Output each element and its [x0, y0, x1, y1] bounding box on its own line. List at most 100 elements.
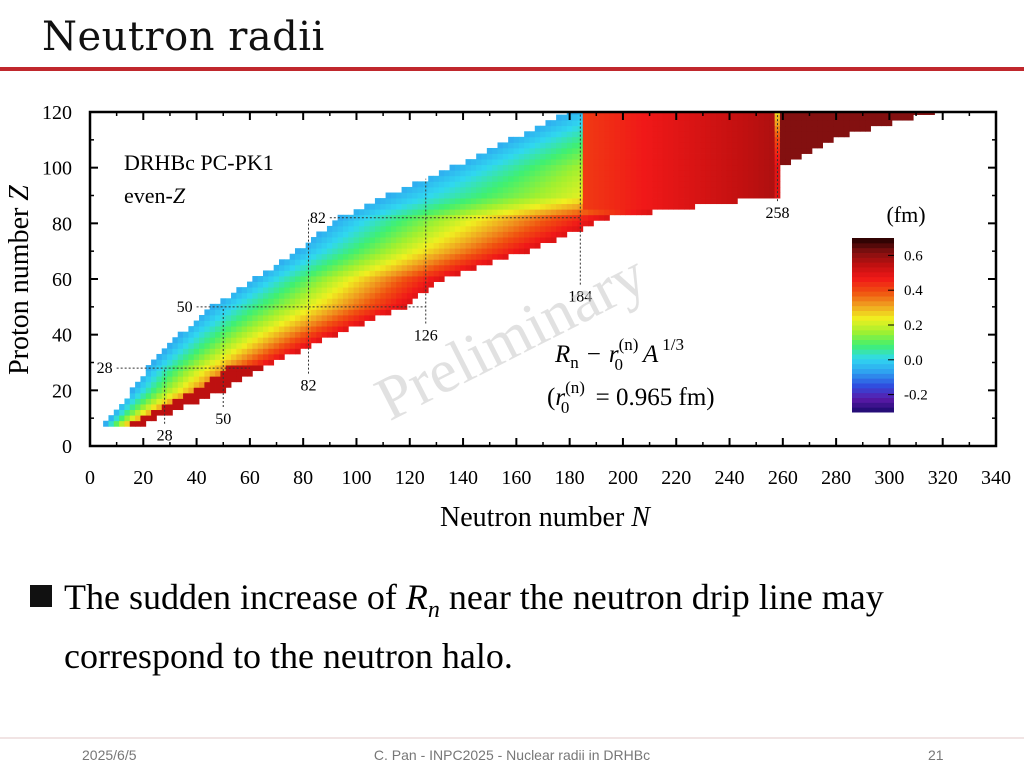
- heatmap-cell: [609, 142, 616, 149]
- heatmap-cell: [289, 259, 296, 266]
- heatmap-cell: [614, 120, 621, 127]
- heatmap-cell: [731, 125, 738, 132]
- heatmap-cell: [572, 164, 578, 171]
- heatmap-cell: [779, 159, 786, 166]
- heatmap-cell: [747, 120, 754, 127]
- heatmap-cell: [326, 331, 333, 338]
- heatmap-cell: [401, 270, 408, 277]
- heatmap-cell: [263, 292, 269, 299]
- heatmap-cell: [678, 120, 685, 127]
- heatmap-cell: [694, 142, 701, 149]
- heatmap-cell: [444, 220, 450, 227]
- heatmap-cell: [406, 287, 413, 294]
- heatmap-cell: [247, 281, 253, 288]
- heatmap-cell: [364, 287, 370, 294]
- x-tick-label: 160: [501, 467, 531, 489]
- heatmap-cell: [630, 142, 637, 149]
- heatmap-cell: [646, 159, 653, 166]
- heatmap-cell: [598, 209, 605, 216]
- heatmap-cell: [758, 164, 765, 171]
- heatmap-cell: [135, 420, 141, 427]
- heatmap-cell: [481, 192, 488, 199]
- heatmap-cell: [385, 237, 392, 244]
- heatmap-cell: [332, 287, 339, 294]
- heatmap-cell: [167, 381, 173, 388]
- heatmap-cell: [534, 170, 541, 177]
- heatmap-cell: [604, 209, 610, 216]
- heatmap-cell: [572, 203, 578, 210]
- heatmap-cell: [145, 381, 152, 388]
- heatmap-cell: [742, 147, 749, 154]
- heatmap-cell: [284, 303, 291, 310]
- heatmap-cell: [779, 147, 786, 154]
- heatmap-cell: [316, 248, 323, 255]
- heatmap-cell: [374, 281, 381, 288]
- heatmap-cell: [294, 270, 301, 277]
- heatmap-cell: [630, 159, 637, 166]
- heatmap-cell: [545, 147, 552, 154]
- heatmap-cell: [412, 198, 418, 205]
- heatmap-cell: [795, 153, 802, 160]
- heatmap-cell: [785, 114, 792, 121]
- heatmap-cell: [129, 392, 136, 399]
- heatmap-cell: [390, 276, 397, 282]
- heatmap-cell: [625, 203, 632, 210]
- heatmap-cell: [369, 220, 376, 227]
- heatmap-cell: [731, 147, 738, 154]
- heatmap-cell: [369, 253, 376, 260]
- heatmap-cell: [492, 253, 498, 260]
- heatmap-cell: [694, 153, 701, 160]
- heatmap-cell: [577, 214, 584, 221]
- heatmap-cell: [310, 237, 317, 244]
- heatmap-cell: [806, 136, 813, 143]
- heatmap-cell: [502, 198, 509, 205]
- heatmap-cell: [827, 112, 834, 115]
- heatmap-cell: [215, 331, 221, 338]
- heatmap-cell: [753, 159, 760, 166]
- heatmap-cell: [321, 320, 328, 327]
- heatmap-cell: [188, 359, 195, 366]
- heatmap-cell: [598, 186, 605, 193]
- heatmap-cell: [769, 120, 776, 127]
- heatmap-cell: [854, 114, 861, 121]
- heatmap-cell: [390, 209, 397, 216]
- heatmap-cell: [721, 131, 728, 138]
- heatmap-cell: [358, 248, 365, 255]
- heatmap-cell: [817, 136, 823, 143]
- heatmap-cell: [247, 359, 253, 366]
- heatmap-cell: [209, 337, 216, 344]
- heatmap-cell: [561, 131, 568, 138]
- heatmap-cell: [758, 125, 765, 132]
- heatmap-cell: [481, 220, 488, 227]
- heatmap-cell: [444, 198, 450, 205]
- heatmap-cell: [310, 292, 317, 299]
- heatmap-cell: [215, 376, 221, 383]
- heatmap-cell: [668, 114, 674, 121]
- heatmap-cell: [294, 342, 301, 349]
- heatmap-cell: [753, 164, 760, 171]
- heatmap-cell: [460, 253, 466, 260]
- heatmap-cell: [156, 387, 163, 394]
- heatmap-cell: [241, 359, 248, 366]
- heatmap-cell: [700, 192, 706, 199]
- heatmap-cell: [321, 314, 328, 321]
- heatmap-cell: [374, 253, 381, 260]
- heatmap-cell: [406, 214, 413, 221]
- heatmap-cell: [278, 270, 285, 277]
- heatmap-cell: [364, 231, 370, 238]
- heatmap-cell: [422, 264, 429, 271]
- heatmap-cell: [380, 303, 386, 310]
- heatmap-cell: [252, 292, 259, 299]
- heatmap-cell: [561, 175, 568, 182]
- heatmap-cell: [204, 359, 211, 366]
- heatmap-cell: [774, 147, 781, 154]
- y-tick-label: 20: [52, 380, 72, 402]
- heatmap-cell: [529, 242, 536, 249]
- heatmap-cell: [326, 259, 333, 266]
- heatmap-cell: [486, 181, 493, 188]
- heatmap-cell: [763, 136, 770, 143]
- heatmap-cell: [385, 303, 392, 310]
- heatmap-cell: [151, 404, 157, 411]
- heatmap-cell: [252, 359, 259, 366]
- heatmap-cell: [609, 136, 616, 143]
